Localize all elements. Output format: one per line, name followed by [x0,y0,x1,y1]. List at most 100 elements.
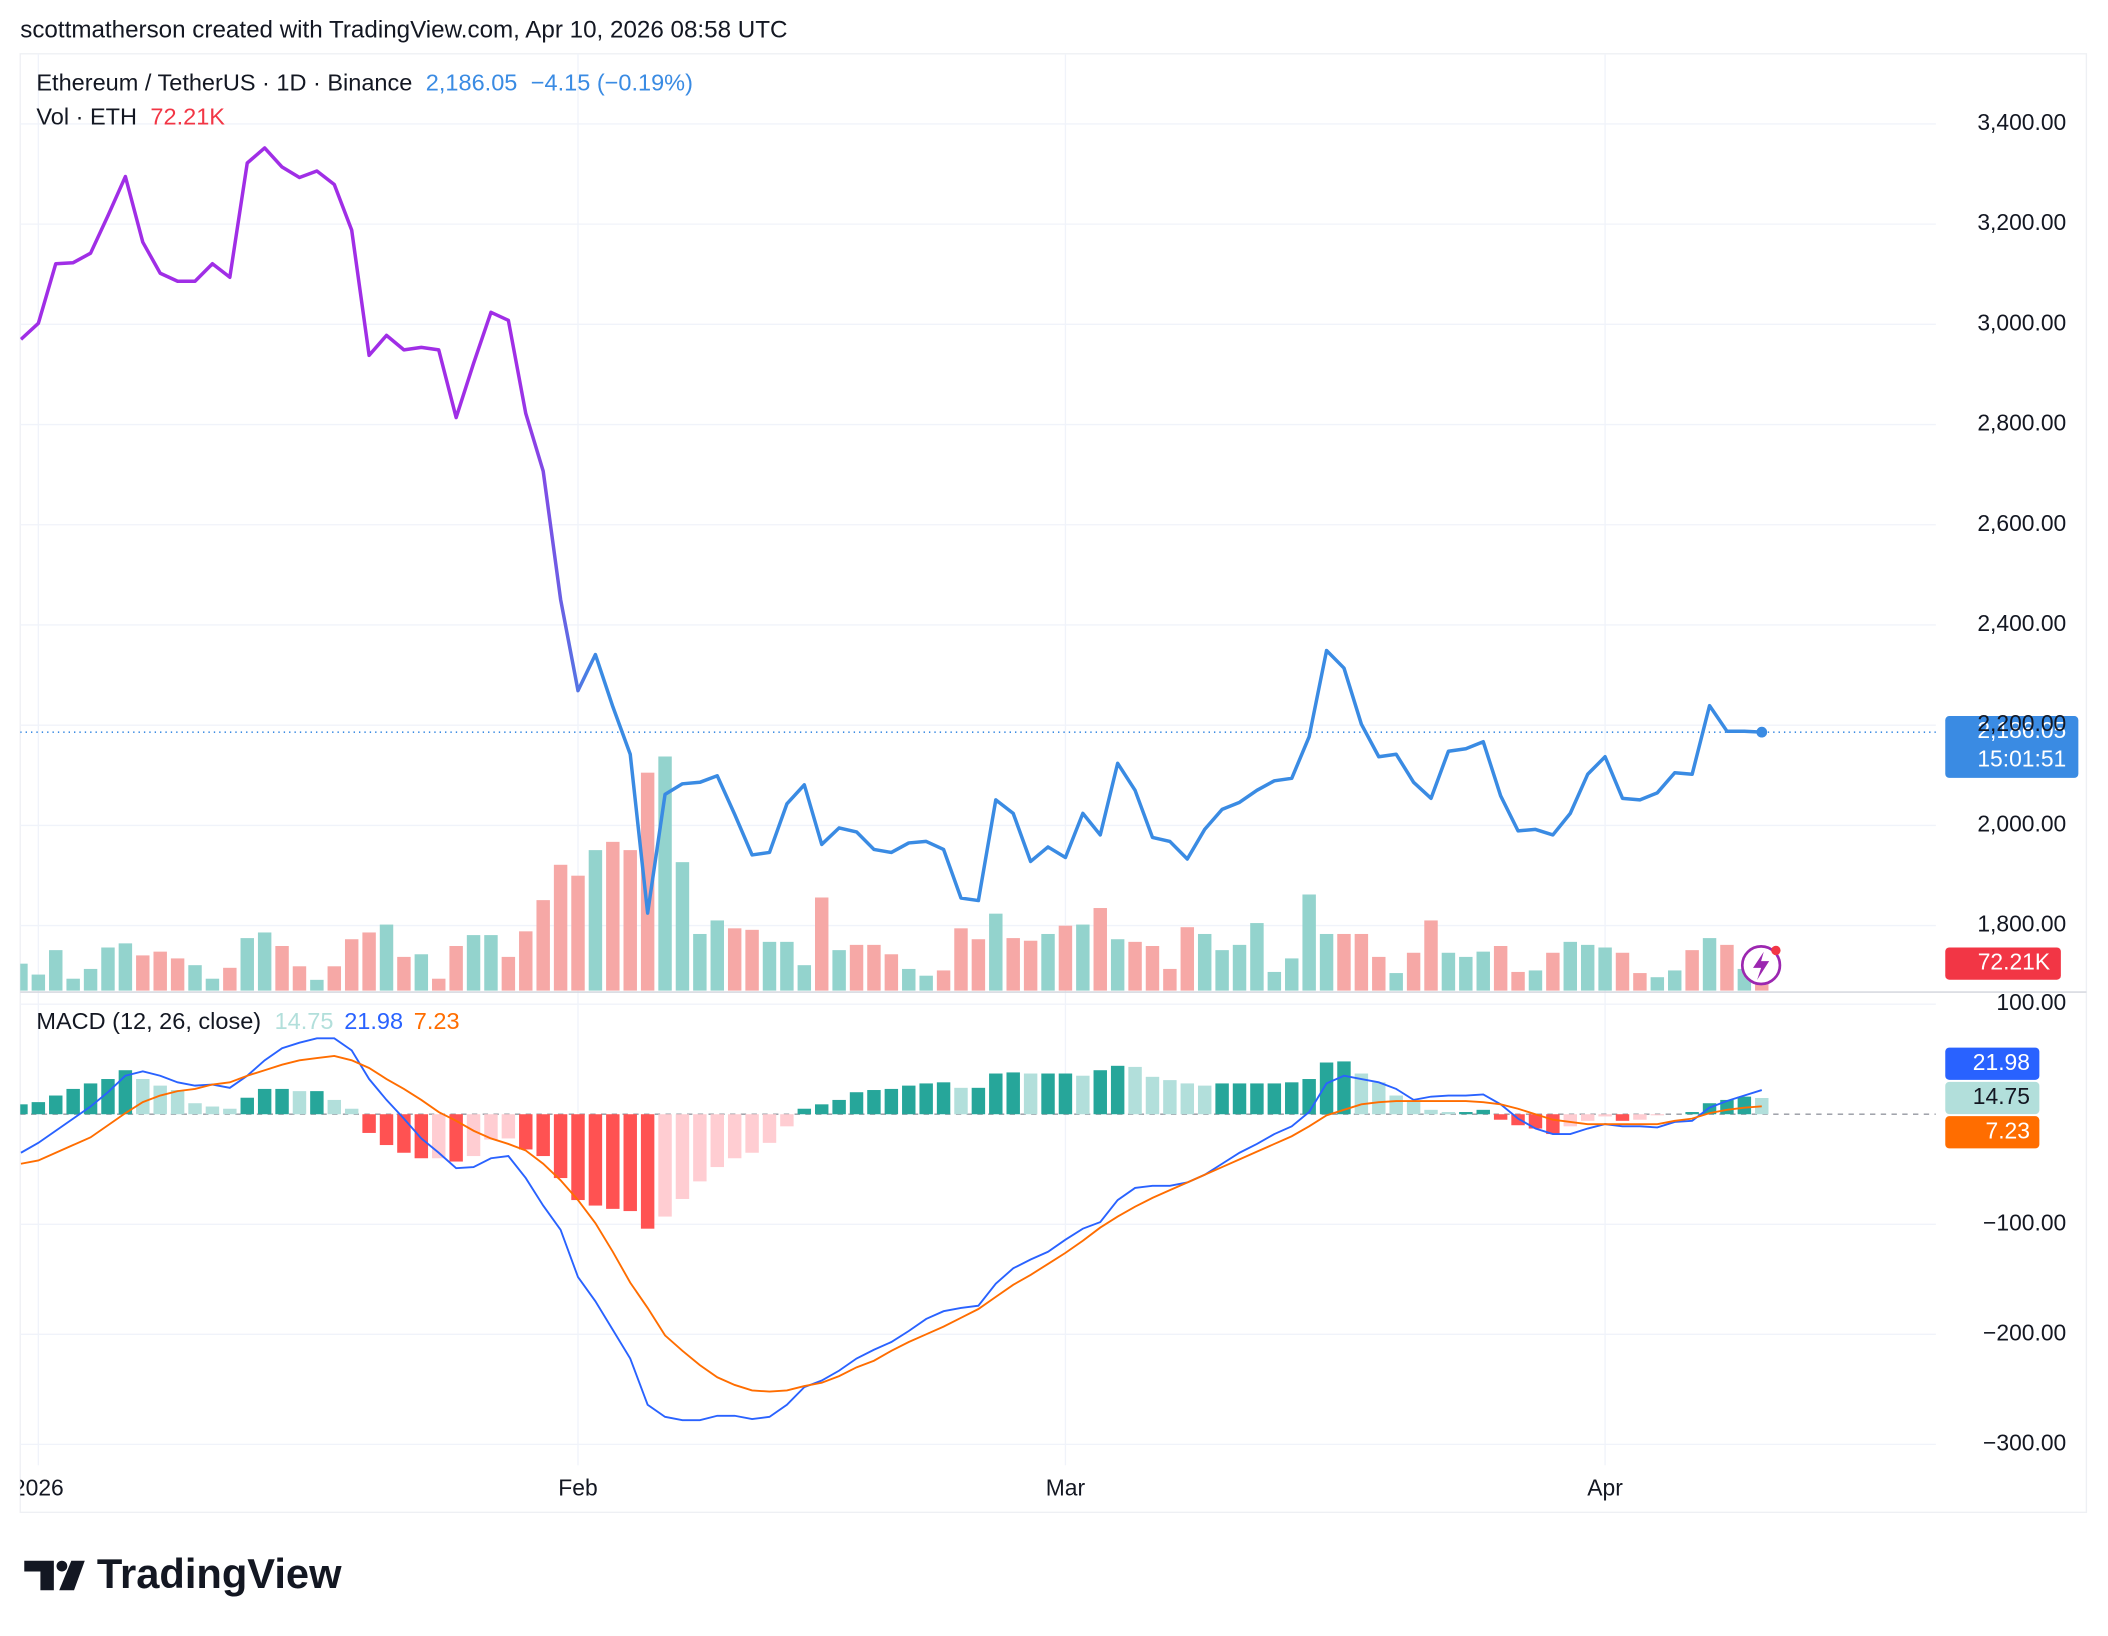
histogram-bar [1197,1085,1212,1115]
macd-legend: MACD (12, 26, close) 14.75 21.98 7.23 [36,1008,459,1034]
volume-badge-label: 72.21K [1978,949,2050,975]
histogram-bar [1076,1075,1090,1115]
logo-v [59,1560,85,1591]
y-tick-label: 100.00 [1996,989,2066,1015]
histogram-bar [884,1088,899,1115]
volume-bar [1563,941,1578,991]
histogram-bar [710,1114,724,1168]
volume-bar [1267,971,1282,991]
histogram-bar [693,1114,707,1182]
histogram-bar [1459,1112,1473,1115]
y-tick-label: 2,400.00 [1977,610,2066,636]
price-layer [20,146,1936,915]
logo-t [24,1560,54,1591]
histogram-bar [188,1103,202,1115]
histogram-bar [1737,1096,1752,1115]
histogram-bar [588,1114,603,1206]
histogram-bar [1441,1112,1456,1115]
signal-badge [1945,1116,2040,1149]
histogram-bar [1232,1083,1247,1115]
volume-bar [936,970,951,991]
histogram-bar [954,1087,968,1115]
histogram-bar [66,1088,80,1115]
volume-bar [414,954,429,991]
brand: TradingView [97,1550,342,1597]
price-badge-label: 2,186.05 [1977,717,2066,743]
y-tick-label: 3,200.00 [1977,209,2066,235]
histogram-bar [1528,1114,1543,1129]
histogram-bar [205,1106,220,1115]
volume-bar [1546,952,1560,991]
histogram-bar [623,1114,637,1212]
histogram-bar [223,1108,237,1115]
histogram-bar [1511,1114,1525,1126]
volume-bar [1528,970,1543,991]
histogram-bar [1006,1072,1020,1115]
volume-bar [466,935,481,991]
volume-bar [310,979,324,991]
volume-bar [362,932,376,991]
signal-value: 7.23 [414,1008,460,1034]
alert-icon[interactable] [1740,945,1782,986]
y-tick-label: 2,000.00 [1977,810,2066,836]
volume-bar [867,944,881,991]
volume-bar [1580,944,1595,991]
volume-bar [797,965,812,991]
volume-bar [49,950,63,991]
histogram-bar [170,1090,185,1115]
histogram-bar [362,1114,376,1133]
volume-bar [640,772,655,991]
histogram-bar [745,1114,759,1153]
histogram-bar [1180,1083,1195,1115]
volume-bar [1163,968,1177,991]
histogram-bar [1302,1079,1316,1115]
volume-bar [1337,933,1351,991]
x-tick-label: Apr [1587,1475,1623,1501]
histogram-bar [466,1114,481,1157]
volume-bar [1615,952,1630,991]
volume-bar [1389,973,1403,991]
histogram-bar [902,1085,916,1115]
histogram-value: 14.75 [275,1008,334,1034]
volume-bar [66,978,80,991]
y-tick-label: −300.00 [1983,1429,2066,1455]
brand-logo: TradingView [24,1550,342,1597]
histogram-bar [658,1114,672,1217]
alert-bolt [1753,951,1770,980]
volume-bar [1145,945,1160,991]
volume-bar [1041,933,1055,991]
volume-bar [153,951,167,991]
histogram-bar [31,1102,46,1115]
histogram-bar [1267,1083,1282,1115]
volume-bar [1650,977,1665,991]
volume-bar [136,955,150,991]
histogram-badge-label: 14.75 [1973,1083,2030,1109]
histogram-bar [919,1083,933,1115]
volume-bar [397,956,411,991]
volume-bar [519,931,533,991]
volume-bar [327,966,342,991]
histogram-bar [1389,1095,1403,1115]
histogram-bar [275,1088,289,1115]
volume-bar [1006,938,1020,991]
volume-bar [1406,952,1421,991]
histogram-bar [414,1114,429,1159]
price-change: −4.15 (−0.19%) [531,70,693,96]
histogram-bar [1110,1065,1125,1115]
volume-name: Vol · ETH [36,104,137,130]
volume-bar [1702,938,1717,991]
volume-bar [170,958,185,991]
price-line [20,146,1762,915]
volume-bar [1598,947,1612,991]
histogram-bar [936,1082,951,1115]
volume-bar [832,950,846,991]
histogram-bar [727,1114,742,1159]
histogram-bar [327,1099,342,1115]
histogram-bar [257,1088,272,1115]
histogram-bar [1476,1109,1490,1115]
histogram-bar [640,1114,655,1229]
y-tick-label: 2,600.00 [1977,510,2066,536]
credit: scottmatherson created with TradingView.… [20,16,787,43]
y-tick-label: 3,000.00 [1977,309,2066,335]
